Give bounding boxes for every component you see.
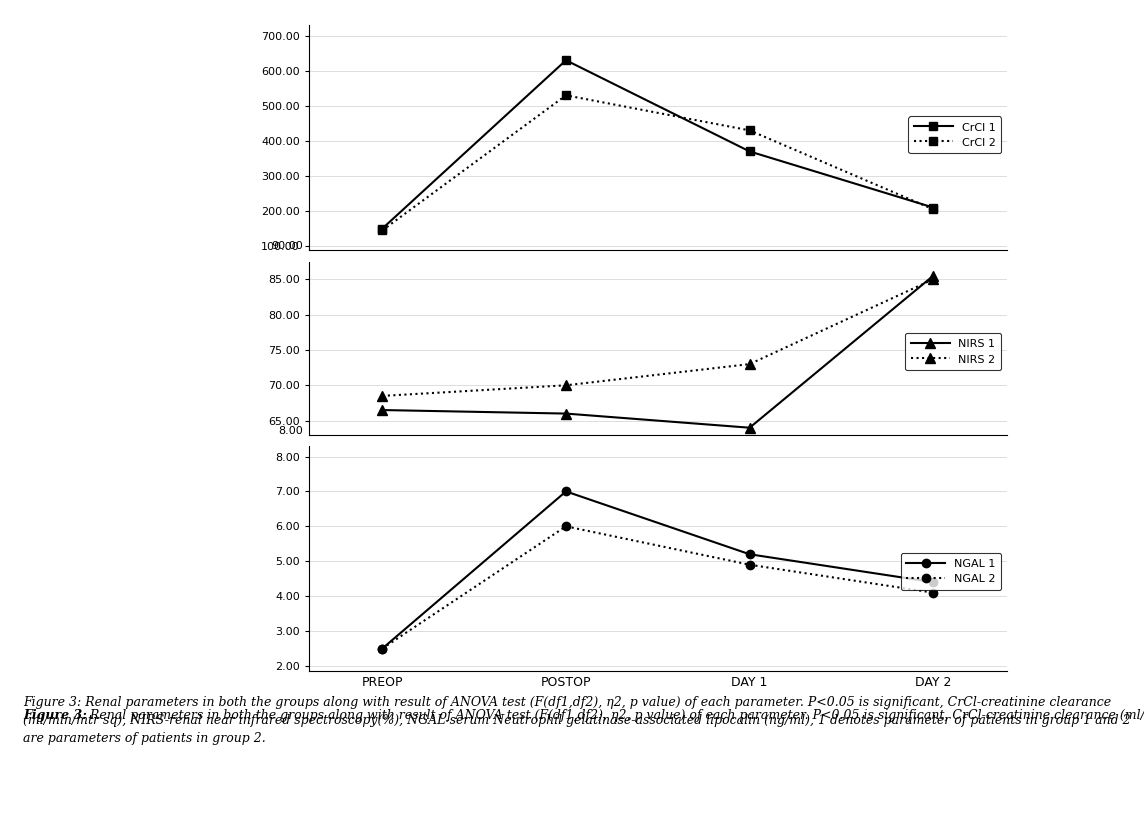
CrCl 1 (559, 55, 573, 65)
CrCl 1 (375, 223, 389, 233)
NIRS 2 (742, 359, 756, 369)
CrCl 2 (927, 204, 940, 214)
NGAL 1 (375, 644, 389, 654)
NGAL 1 (559, 487, 573, 497)
NIRS 2 (559, 380, 573, 390)
CrCl 2 (375, 226, 389, 236)
CrCl 1 (927, 202, 940, 212)
NGAL 2 (927, 587, 940, 597)
Line: CrCl 1: CrCl 1 (379, 56, 937, 232)
Text: 8.00: 8.00 (278, 425, 303, 435)
NIRS 1 (927, 271, 940, 281)
NGAL 1 (742, 550, 756, 560)
Line: CrCl 2: CrCl 2 (379, 91, 937, 235)
Line: NIRS 2: NIRS 2 (378, 274, 938, 401)
Legend: NIRS 1, NIRS 2: NIRS 1, NIRS 2 (905, 333, 1001, 370)
Text: Figure 3:: Figure 3: (23, 709, 87, 722)
Legend: CrCl 1, CrCl 2: CrCl 1, CrCl 2 (908, 117, 1001, 154)
CrCl 2 (742, 125, 756, 135)
Text: Figure 3: Renal parameters in both the groups along with result of ANOVA test (F: Figure 3: Renal parameters in both the g… (23, 696, 1130, 745)
CrCl 2 (559, 91, 573, 101)
CrCl 1 (742, 146, 756, 156)
NGAL 2 (375, 644, 389, 654)
NIRS 1 (742, 423, 756, 433)
Line: NIRS 1: NIRS 1 (378, 271, 938, 433)
NIRS 1 (375, 405, 389, 415)
NGAL 1 (927, 577, 940, 587)
NGAL 2 (559, 521, 573, 531)
NIRS 1 (559, 409, 573, 419)
NIRS 2 (375, 391, 389, 401)
Line: NGAL 1: NGAL 1 (379, 487, 937, 653)
Text: Renal parameters in both the groups along with result of ANOVA test (F(df1,df2),: Renal parameters in both the groups alon… (86, 709, 1144, 722)
NGAL 2 (742, 560, 756, 570)
NIRS 2 (927, 274, 940, 284)
Line: NGAL 2: NGAL 2 (379, 522, 937, 653)
Text: 90.00: 90.00 (271, 241, 303, 251)
Legend: NGAL 1, NGAL 2: NGAL 1, NGAL 2 (900, 553, 1001, 590)
